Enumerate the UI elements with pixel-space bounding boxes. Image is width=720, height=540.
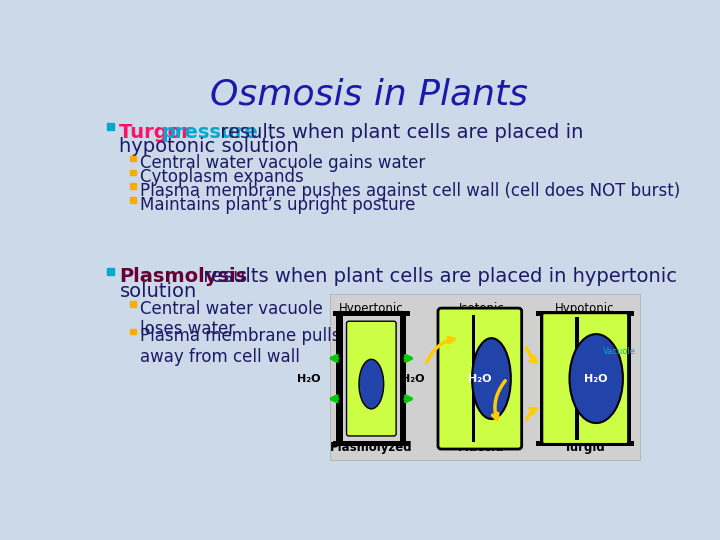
Text: H₂O: H₂O <box>297 374 321 383</box>
Bar <box>400 311 406 446</box>
Text: pressure: pressure <box>161 123 258 141</box>
Bar <box>536 441 634 446</box>
Bar <box>333 441 410 446</box>
Bar <box>330 294 640 460</box>
Bar <box>130 156 136 161</box>
Text: results when plant cells are placed in: results when plant cells are placed in <box>214 123 583 141</box>
Bar <box>130 329 136 334</box>
Text: Turgid: Turgid <box>564 441 606 454</box>
Bar <box>333 311 410 316</box>
Text: Cytoplasm expands: Cytoplasm expands <box>140 168 303 186</box>
Text: Plasmolysis: Plasmolysis <box>120 267 248 286</box>
Text: Plasmolyzed: Plasmolyzed <box>330 441 413 454</box>
Ellipse shape <box>472 338 510 419</box>
Bar <box>130 197 136 202</box>
Bar <box>539 311 545 446</box>
Bar <box>626 311 631 446</box>
Bar <box>107 268 114 275</box>
Text: H₂O: H₂O <box>499 360 523 370</box>
Text: Central water vacuole gains water: Central water vacuole gains water <box>140 154 425 172</box>
Text: Plasma membrane pushes against cell wall (cell does NOT burst): Plasma membrane pushes against cell wall… <box>140 182 680 200</box>
Bar <box>472 315 475 442</box>
Text: H₂O: H₂O <box>585 374 608 383</box>
Text: Turgor: Turgor <box>120 123 198 141</box>
Text: Vacuole: Vacuole <box>603 347 636 356</box>
Text: Hypotonic: Hypotonic <box>554 302 614 315</box>
Text: solution: solution <box>120 282 197 301</box>
Text: Hypertonic: Hypertonic <box>339 302 404 315</box>
Bar <box>575 318 579 440</box>
Bar <box>536 311 634 316</box>
FancyBboxPatch shape <box>543 314 628 444</box>
Text: Osmosis in Plants: Osmosis in Plants <box>210 77 528 111</box>
Bar <box>130 170 136 175</box>
Bar <box>130 184 136 189</box>
FancyBboxPatch shape <box>438 308 522 449</box>
Text: H₂O: H₂O <box>400 374 424 383</box>
Text: Central water vacuole
loses water: Central water vacuole loses water <box>140 300 323 339</box>
Bar <box>336 311 343 446</box>
Text: Plasma membrane pulls
away from cell wall: Plasma membrane pulls away from cell wal… <box>140 327 340 366</box>
Text: H₂O: H₂O <box>468 374 492 383</box>
Text: results when plant cells are placed in hypertonic: results when plant cells are placed in h… <box>197 267 677 286</box>
Ellipse shape <box>359 359 384 409</box>
Text: Maintains plant’s upright posture: Maintains plant’s upright posture <box>140 195 415 214</box>
Bar <box>107 123 114 130</box>
Ellipse shape <box>570 334 623 423</box>
Text: Isotonic: Isotonic <box>459 302 504 315</box>
Text: Flaccid: Flaccid <box>458 441 505 454</box>
Bar <box>130 301 136 307</box>
Text: hypotonic solution: hypotonic solution <box>120 137 300 156</box>
FancyBboxPatch shape <box>346 321 396 436</box>
